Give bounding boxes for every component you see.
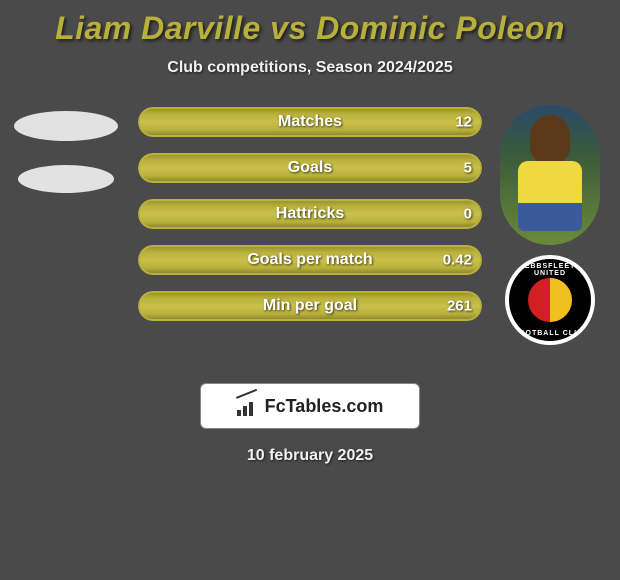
logo-text: FcTables.com [265,396,384,417]
right-club-badge: EBBSFLEET UNITED FOOTBALL CLUB [505,255,595,345]
bar-chart-icon [237,396,259,416]
page-title: Liam Darville vs Dominic Poleon [0,10,620,47]
stats-bars: Matches 12 Goals 5 Hattricks 0 Goals per… [138,107,482,337]
stat-row-min-per-goal: Min per goal 261 [138,291,482,321]
stat-label: Goals per match [247,251,372,269]
silhouette-jersey [518,161,582,231]
stat-label: Min per goal [263,297,357,315]
stat-row-goals: Goals 5 [138,153,482,183]
player-silhouette [518,115,582,245]
comparison-widget: Liam Darville vs Dominic Poleon Club com… [0,0,620,475]
silhouette-head [530,115,570,165]
subtitle: Club competitions, Season 2024/2025 [0,59,620,77]
left-placeholder-ellipse-1 [14,111,118,141]
stat-row-matches: Matches 12 [138,107,482,137]
right-player-photo [500,105,600,245]
stat-value-right: 261 [447,298,472,315]
badge-center-icon [528,278,572,322]
fctables-logo-box[interactable]: FcTables.com [200,383,420,429]
comparison-area: Matches 12 Goals 5 Hattricks 0 Goals per… [0,105,620,365]
stat-value-right: 0.42 [443,252,472,269]
badge-bottom-text: FOOTBALL CLUB [509,330,591,337]
stat-label: Hattricks [276,205,344,223]
left-placeholder-ellipse-2 [18,165,114,193]
stat-row-hattricks: Hattricks 0 [138,199,482,229]
stat-value-right: 5 [464,160,472,177]
stat-row-goals-per-match: Goals per match 0.42 [138,245,482,275]
badge-top-text: EBBSFLEET UNITED [509,263,591,277]
left-player-column [6,105,126,365]
stat-value-right: 0 [464,206,472,223]
date-text: 10 february 2025 [0,447,620,465]
stat-value-right: 12 [455,114,472,131]
right-player-column: EBBSFLEET UNITED FOOTBALL CLUB [500,105,600,365]
stat-label: Goals [288,159,332,177]
stat-label: Matches [278,113,342,131]
